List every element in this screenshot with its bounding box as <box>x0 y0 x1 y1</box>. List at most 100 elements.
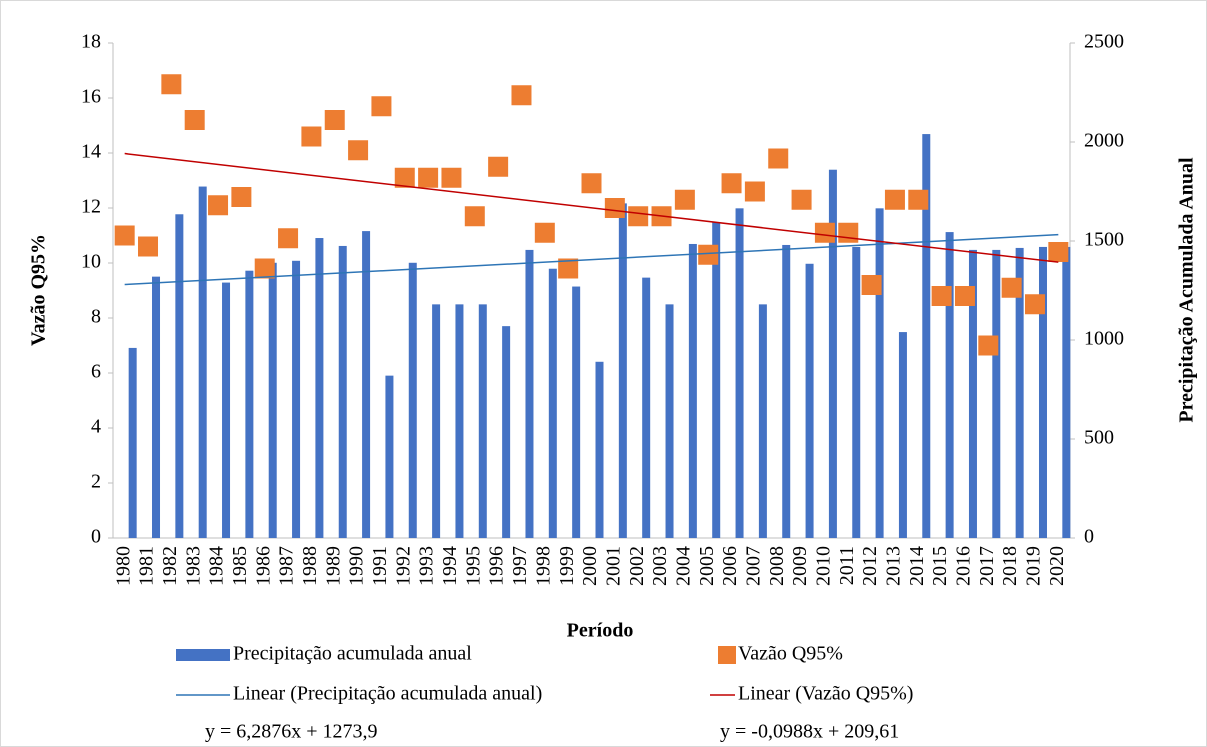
bar <box>1015 247 1024 538</box>
bar <box>292 260 301 538</box>
x-tick-label: 1981 <box>136 546 158 586</box>
x-tick-label: 1984 <box>206 546 228 586</box>
x-tick-label: 1993 <box>416 546 438 586</box>
bar <box>362 231 371 538</box>
bar <box>455 304 464 538</box>
x-tick-label: 2013 <box>883 546 905 586</box>
point <box>884 189 905 210</box>
y-tick-label: 4 <box>91 416 101 438</box>
x-tick-label: 1989 <box>322 546 344 586</box>
point <box>604 198 625 218</box>
bar <box>245 270 254 538</box>
x-tick-label: 2001 <box>602 546 624 586</box>
x-tick-label: 2017 <box>976 546 998 586</box>
x-tick-label: 1996 <box>486 546 508 586</box>
legend-label: Linear (Vazão Q95%) <box>738 683 913 705</box>
x-tick-label: 1991 <box>369 546 391 586</box>
x-tick-label: 2006 <box>719 546 741 586</box>
y2-tick-label: 1500 <box>1084 229 1124 251</box>
bar <box>175 214 184 538</box>
x-tick-label: 1986 <box>252 546 274 586</box>
bar <box>478 304 487 538</box>
point <box>931 286 952 306</box>
point <box>534 222 555 243</box>
y2-tick-label: 2500 <box>1084 31 1124 53</box>
x-tick-label: 1995 <box>462 546 484 586</box>
bar <box>665 304 674 538</box>
x-tick-label: 1997 <box>509 546 531 586</box>
y-tick-label: 16 <box>81 86 101 108</box>
bar <box>198 186 207 539</box>
bar <box>735 208 744 538</box>
point <box>348 140 369 161</box>
point <box>791 189 812 210</box>
bar <box>152 276 161 538</box>
y2-tick-label: 500 <box>1084 427 1114 449</box>
bar <box>968 249 977 538</box>
point <box>628 206 649 227</box>
x-tick-label: 1994 <box>439 546 461 586</box>
y-tick-label: 8 <box>91 306 101 328</box>
bar <box>502 326 511 538</box>
point <box>581 173 602 194</box>
trendline <box>124 152 1059 263</box>
y-tick-label: 2 <box>91 471 101 493</box>
y-tick-label: 12 <box>81 196 101 218</box>
point <box>1001 277 1022 298</box>
x-axis-title: Período <box>567 620 634 642</box>
point <box>1024 294 1045 315</box>
bar <box>828 169 837 538</box>
bar <box>1062 246 1071 538</box>
point <box>464 206 485 227</box>
point <box>371 96 392 117</box>
bar <box>128 347 137 538</box>
point <box>744 181 765 202</box>
legend-label: Vazão Q95% <box>738 643 843 665</box>
bar <box>782 244 791 538</box>
bar <box>852 246 861 538</box>
point <box>768 148 789 169</box>
x-tick-label: 1980 <box>112 546 134 586</box>
trendline <box>124 233 1059 286</box>
point <box>114 225 135 246</box>
bar <box>408 262 417 538</box>
point <box>278 228 299 249</box>
point <box>908 189 929 210</box>
bar <box>268 262 277 538</box>
point <box>698 244 719 265</box>
trend-equation: y = -0,0988x + 209,61 <box>720 721 899 743</box>
point <box>441 167 462 188</box>
point <box>674 189 695 210</box>
bar <box>922 134 931 538</box>
y-tick-label: 6 <box>91 361 101 383</box>
bar <box>1038 246 1047 538</box>
x-tick-label: 2003 <box>649 546 671 586</box>
bar <box>338 245 347 538</box>
bar <box>315 238 324 538</box>
point <box>418 167 439 188</box>
point <box>138 236 159 257</box>
x-tick-label: 2002 <box>626 546 648 586</box>
bar <box>572 286 581 538</box>
y-axis-title: Vazão Q95% <box>28 234 50 346</box>
point <box>1048 242 1069 262</box>
y2-tick-label: 1000 <box>1084 328 1124 350</box>
x-tick-label: 1983 <box>182 546 204 586</box>
y2-tick-label: 0 <box>1084 526 1094 548</box>
point <box>861 275 882 295</box>
x-tick-label: 2012 <box>859 546 881 586</box>
x-tick-label: 2010 <box>813 546 835 586</box>
x-tick-label: 2020 <box>1046 546 1068 586</box>
point <box>814 222 835 243</box>
x-tick-label: 1992 <box>392 546 414 586</box>
bar <box>758 304 767 538</box>
point <box>954 286 975 306</box>
bar <box>992 249 1001 538</box>
x-tick-label: 2008 <box>766 546 788 586</box>
legend-label: Precipitação acumulada anual <box>233 643 472 665</box>
bar <box>945 232 954 538</box>
bar <box>618 203 627 538</box>
x-tick-label: 2004 <box>672 546 694 586</box>
x-tick-label: 1990 <box>346 546 368 586</box>
